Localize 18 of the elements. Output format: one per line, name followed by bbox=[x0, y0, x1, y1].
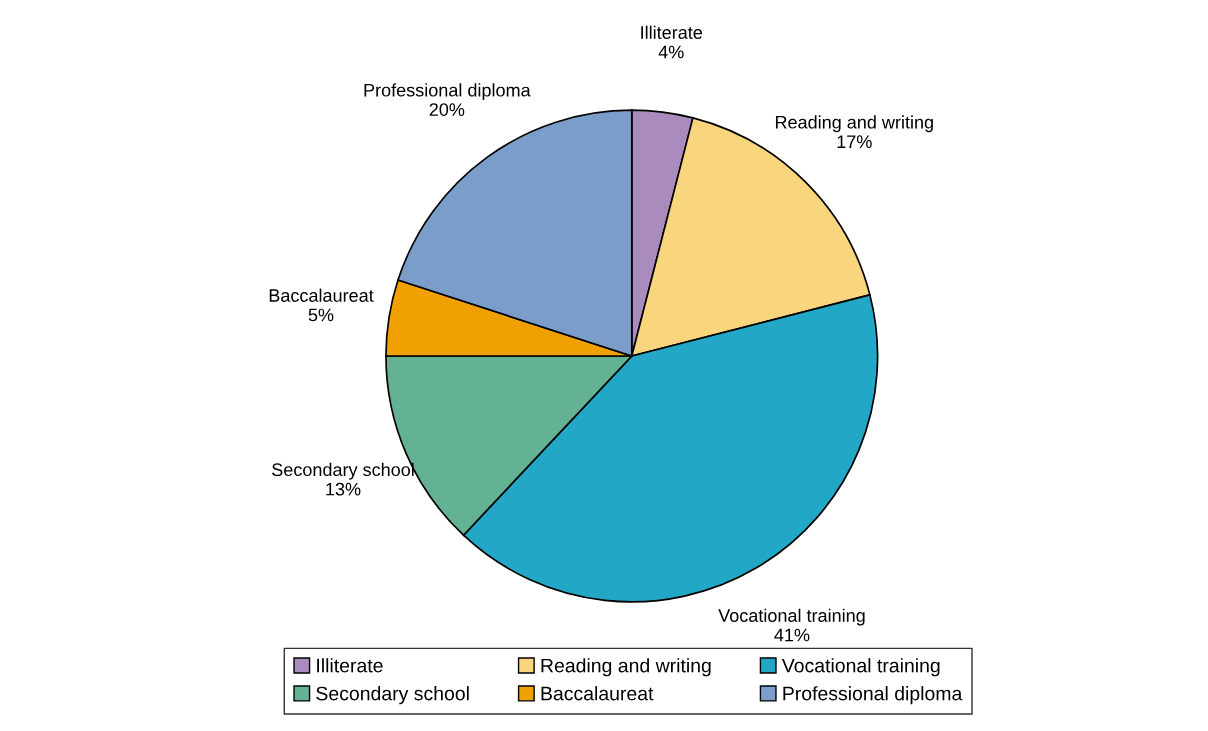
slice-label: Baccalaureat bbox=[269, 288, 374, 302]
legend-label: Vocational training bbox=[781, 658, 940, 677]
legend-label: Reading and writing bbox=[541, 658, 711, 677]
data-label: 20% bbox=[429, 103, 465, 116]
legend-label: Illiterate bbox=[317, 658, 383, 673]
slice-label: Reading and writing bbox=[775, 115, 933, 133]
slice-label: Secondary school bbox=[272, 462, 414, 480]
data-label: 13% bbox=[326, 482, 361, 496]
slice-label: Illiterate bbox=[641, 25, 703, 39]
legend-label: Professional diploma bbox=[783, 686, 963, 705]
legend-label: Secondary school bbox=[316, 686, 469, 705]
data-label: 4% bbox=[658, 45, 684, 59]
data-label: 41% bbox=[774, 628, 810, 642]
slice-label: Professional diploma bbox=[364, 83, 531, 101]
legend-label: Baccalaureat bbox=[541, 686, 654, 701]
slice-label: Vocational training bbox=[718, 608, 865, 626]
data-label: 17% bbox=[837, 135, 872, 148]
data-label: 5% bbox=[308, 308, 334, 322]
